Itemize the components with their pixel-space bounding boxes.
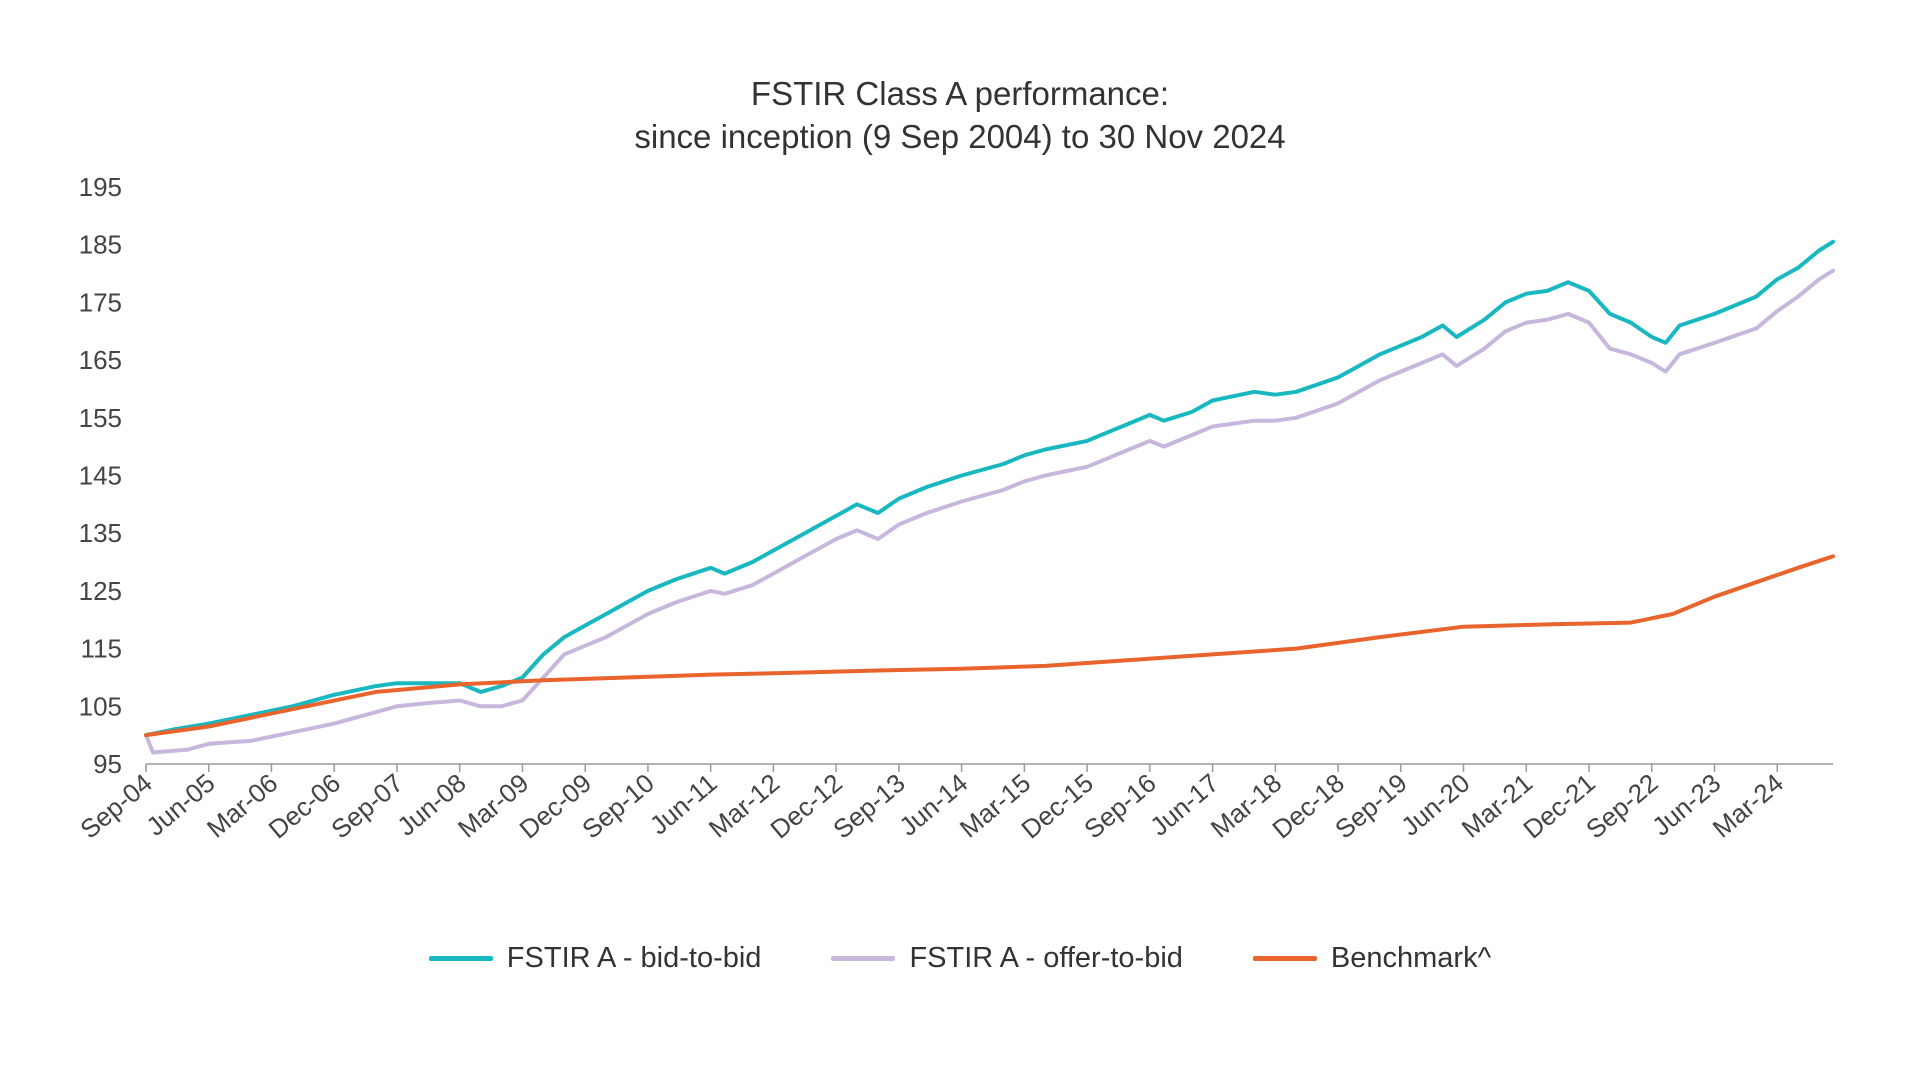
x-tick-label: Sep-13: [827, 768, 911, 845]
x-tick-label: Dec-12: [764, 768, 847, 845]
x-tick-label: Sep-22: [1580, 768, 1664, 845]
x-tick-label: Sep-04: [74, 768, 158, 845]
subtitle-line: since inception (9 Sep 2004) to 30 Nov 2…: [634, 118, 1286, 155]
y-tick-label: 125: [79, 576, 122, 606]
y-tick-label: 135: [79, 518, 122, 548]
legend-label: Benchmark^: [1330, 942, 1492, 974]
chart-title: FSTIR Class A performance: since incepti…: [0, 72, 1920, 158]
y-tick-label: 155: [79, 403, 122, 433]
x-tick-label: Dec-15: [1015, 768, 1098, 845]
x-tick-label: Sep-16: [1078, 768, 1162, 845]
x-tick-label: Dec-09: [514, 768, 597, 845]
x-tick-label: Sep-10: [576, 768, 660, 845]
y-tick-label: 195: [79, 172, 122, 202]
y-tick-label: 105: [79, 691, 122, 721]
series-line-fstir-a-offer-to-bid: [144, 268, 1835, 755]
legend-label: FSTIR A - bid-to-bid: [506, 942, 762, 974]
x-axis: Sep-04Jun-05Mar-06Dec-06Sep-07Jun-08Mar-…: [74, 763, 1833, 845]
y-tick-label: 185: [79, 230, 122, 260]
legend-item: FSTIR A - offer-to-bid: [831, 942, 1183, 975]
y-axis-ticks: 95 105 115 125 135 145 155 165 175 185 195: [79, 172, 122, 779]
legend-label: FSTIR A - offer-to-bid: [909, 942, 1183, 974]
legend-swatch: [1252, 956, 1317, 961]
y-tick-label: 175: [79, 287, 122, 317]
y-tick-label: 165: [79, 345, 122, 375]
legend-swatch: [428, 956, 493, 961]
series-line-fstir-a-bid-to-bid: [144, 239, 1835, 738]
x-tick-label: Dec-21: [1517, 768, 1600, 845]
legend: FSTIR A - bid-to-bid FSTIR A - offer-to-b…: [0, 942, 1920, 975]
title-line: FSTIR Class A performance:: [750, 75, 1170, 112]
x-tick-label: Dec-18: [1266, 768, 1349, 845]
legend-item: Benchmark^: [1252, 942, 1492, 975]
y-tick-label: 145: [79, 461, 122, 491]
x-tick-label: Mar-24: [1707, 768, 1789, 844]
series-line-benchmark: [144, 554, 1835, 738]
x-tick-label: Sep-19: [1329, 768, 1413, 845]
x-tick-label: Dec-06: [263, 768, 346, 845]
x-tick-label: Sep-07: [325, 768, 409, 845]
y-tick-label: 95: [93, 749, 122, 779]
series-layer: [144, 239, 1835, 755]
legend-swatch: [831, 956, 896, 961]
legend-item: FSTIR A - bid-to-bid: [428, 942, 762, 975]
y-tick-label: 115: [81, 634, 122, 664]
